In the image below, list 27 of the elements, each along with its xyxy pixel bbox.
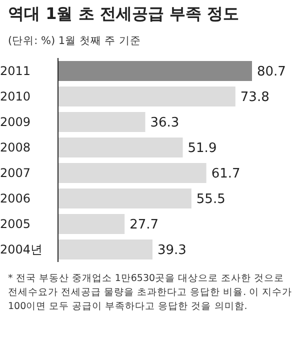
y-tick-label: 2011 bbox=[0, 64, 31, 78]
bar bbox=[58, 61, 252, 81]
chart-title: 역대 1월 초 전세공급 부족 정도 bbox=[8, 4, 239, 25]
data-label: 51.9 bbox=[188, 141, 217, 156]
bar bbox=[58, 214, 125, 234]
bar bbox=[58, 138, 183, 158]
y-tick-label: 2007 bbox=[0, 166, 31, 180]
data-label: 27.7 bbox=[130, 218, 159, 233]
data-label: 73.8 bbox=[240, 90, 270, 106]
y-tick-label: 2004년 bbox=[0, 242, 43, 257]
data-label: 36.3 bbox=[150, 116, 180, 131]
y-tick-label: 2005 bbox=[0, 217, 31, 232]
data-label: 55.5 bbox=[196, 192, 226, 208]
y-tick-label: 2006 bbox=[0, 192, 31, 206]
bar bbox=[58, 188, 192, 208]
bar bbox=[58, 163, 206, 183]
data-label: 39.3 bbox=[157, 243, 186, 258]
y-tick-label: 2009 bbox=[0, 115, 31, 130]
data-label: 80.7 bbox=[257, 64, 286, 80]
chart-subtitle: (단위: %) 1월 첫째 주 기준 bbox=[8, 34, 142, 48]
bar bbox=[58, 240, 152, 260]
y-tick-label: 2010 bbox=[0, 90, 31, 104]
bar bbox=[58, 112, 146, 132]
data-label: 61.7 bbox=[211, 166, 240, 182]
y-tick-label: 2008 bbox=[0, 140, 31, 155]
text: * 전국 부동산 중개업소 1만6530곳을 대상으로 조사한 것으로 전세수요가 전세공급 물량을 초과한다고 응답한 비율. 이 지수가 100이면 모두 공급이 부족하다고 응답한 것을 의미함. bbox=[8, 272, 294, 314]
bar bbox=[58, 86, 236, 106]
